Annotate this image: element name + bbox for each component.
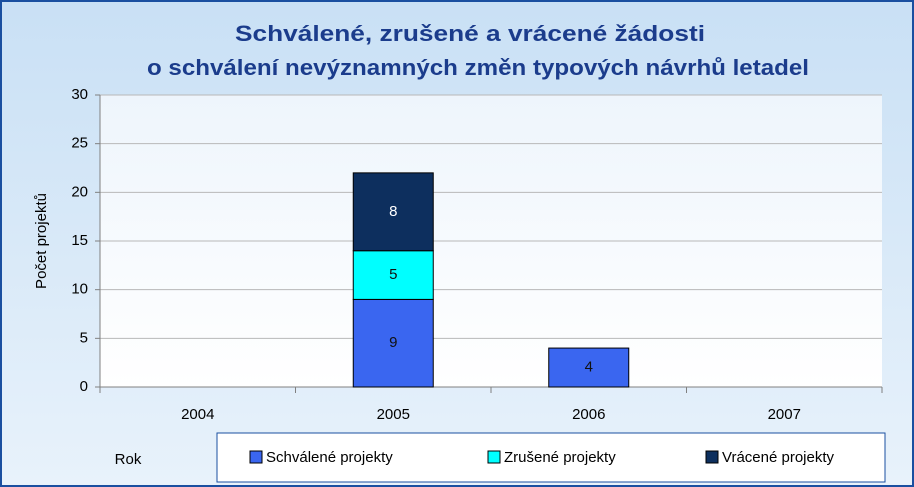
y-tick-label: 10 [71, 281, 88, 298]
legend [216, 432, 886, 483]
data-label: 8 [389, 203, 397, 220]
bar-segment [352, 172, 434, 252]
y-tick-label: 0 [80, 378, 88, 395]
y-tick-label: 5 [80, 329, 88, 346]
x-tick-label: 2004 [181, 406, 214, 423]
legend-swatch [705, 450, 719, 464]
x-tick-label: 2007 [768, 406, 801, 423]
bar-segment [548, 347, 630, 388]
data-label: 4 [585, 359, 593, 376]
bar-segment [352, 250, 434, 300]
y-tick-label: 25 [71, 135, 88, 152]
y-axis-title: Počet projektů [33, 193, 50, 289]
legend-swatch [249, 450, 263, 464]
x-tick-label: 2005 [377, 406, 410, 423]
x-axis-title: Rok [115, 451, 142, 468]
chart-title: Schválené, zrušené a vrácené žádosti [235, 21, 705, 46]
legend-swatch [487, 450, 501, 464]
y-tick-label: 20 [71, 183, 88, 200]
x-tick-label: 2006 [572, 406, 605, 423]
bar-segment [352, 298, 434, 388]
chart-title: o schválení nevýznamných změn typových n… [147, 55, 809, 80]
data-label: 9 [389, 334, 397, 351]
legend-label: Schválené projekty [266, 449, 393, 466]
y-tick-label: 15 [71, 232, 88, 249]
y-tick-label: 30 [71, 86, 88, 103]
data-label: 5 [389, 266, 397, 283]
legend-label: Zrušené projekty [504, 449, 616, 466]
legend-label: Vrácené projekty [722, 449, 835, 466]
